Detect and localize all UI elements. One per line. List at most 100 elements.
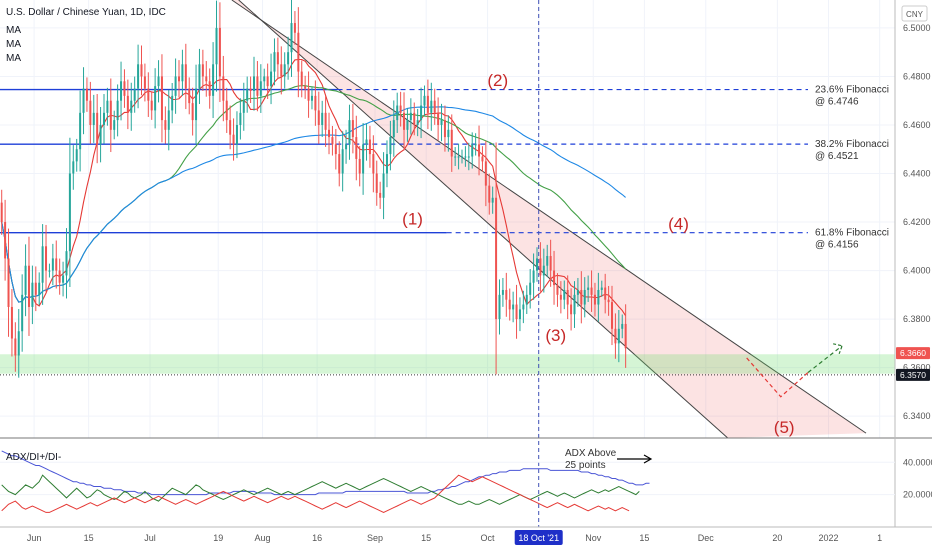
candle-body-2 — [7, 258, 10, 307]
time-tick-2: Jul — [144, 533, 156, 543]
price-badge-1 — [896, 368, 930, 381]
currency-badge[interactable]: CNY — [901, 5, 928, 22]
moving-average-0 — [1, 58, 627, 316]
candle-body-73 — [249, 88, 252, 91]
candle-body-117 — [399, 105, 402, 113]
candle-body-116 — [396, 105, 399, 121]
candle-body-59 — [201, 64, 204, 77]
candle-body-150 — [512, 304, 515, 310]
adx-annotation-line1: ADX Above — [565, 448, 617, 459]
candle-body-31 — [106, 100, 109, 113]
ma-label-2: MA — [6, 39, 21, 50]
candle-body-93 — [317, 110, 320, 125]
candle-body-51 — [174, 76, 177, 96]
candle-body-6 — [21, 294, 24, 332]
candle-body-125 — [426, 95, 429, 113]
candle-body-128 — [437, 112, 440, 125]
candle-body-45 — [154, 86, 157, 111]
candle-body-174 — [593, 294, 596, 305]
candle-body-123 — [420, 105, 423, 121]
price-axis[interactable]: 6.3400 6.3600 6.3800 6.4000 6.4200 6.4400 6.46… — [903, 23, 931, 421]
candle-body-114 — [389, 137, 392, 155]
candle-body-183 — [624, 323, 627, 349]
candle-body-181 — [617, 328, 620, 344]
candle-body-155 — [529, 282, 532, 295]
candle-body-78 — [266, 76, 269, 87]
candle-body-24 — [82, 88, 85, 113]
wave-label-1: (2) — [487, 71, 508, 90]
support-zone[interactable] — [0, 354, 895, 374]
adx-line — [1, 450, 650, 496]
candle-body-36 — [123, 81, 126, 96]
candle-body-0 — [0, 202, 3, 223]
candle-body-69 — [235, 124, 238, 145]
candle-body-94 — [321, 112, 324, 125]
candle-body-182 — [621, 323, 624, 329]
candle-body-7 — [24, 265, 27, 295]
candle-body-56 — [191, 103, 194, 121]
candle-body-43 — [147, 88, 150, 101]
projection-down-leg — [746, 357, 809, 398]
wave-labels: (1) (2) (3) (4) (5) — [402, 71, 794, 437]
candle-body-74 — [253, 76, 256, 91]
price-tick-4: 6.4200 — [903, 217, 931, 227]
adx-tick-0: 20.0000 — [903, 490, 932, 500]
candle-body-136 — [464, 156, 467, 158]
candle-body-119 — [406, 120, 409, 130]
candle-body-63 — [215, 27, 218, 65]
time-tick-10: Nov — [585, 533, 602, 543]
candle-body-38 — [130, 100, 133, 113]
candle-body-156 — [532, 270, 535, 283]
candle-body-39 — [133, 88, 136, 101]
time-marker-badge — [514, 530, 563, 545]
adx-axis[interactable]: 20.0000 40.0000 — [903, 457, 932, 499]
candle-body-23 — [79, 112, 82, 150]
candle-body-163 — [556, 285, 559, 295]
candle-body-124 — [423, 95, 426, 106]
fib-level-value-1: @ 6.4521 — [815, 151, 859, 162]
candle-body-87 — [297, 32, 300, 72]
price-tick-7: 6.4800 — [903, 71, 931, 81]
candle-body-176 — [600, 287, 603, 290]
ma-label-1: MA — [6, 25, 21, 36]
price-tick-0: 6.3400 — [903, 411, 931, 421]
candle-body-170 — [580, 289, 583, 305]
candle-body-142 — [484, 161, 487, 186]
candle-body-102 — [348, 120, 351, 145]
wave-label-0: (1) — [402, 209, 423, 228]
candle-body-109 — [372, 154, 375, 174]
candle-body-49 — [167, 110, 170, 130]
candle-body-106 — [362, 144, 365, 174]
time-tick-11: 15 — [639, 533, 649, 543]
candle-body-80 — [273, 52, 276, 72]
candle-body-167 — [570, 304, 573, 315]
price-tick-2: 6.3800 — [903, 314, 931, 324]
channel-lower-line[interactable] — [238, 0, 729, 439]
price-labels: 6.3660 6.3570 — [896, 347, 930, 381]
candle-body-105 — [358, 158, 361, 174]
price-tick-6: 6.4600 — [903, 120, 931, 130]
adx-pane[interactable]: ADX Above 25 points ADX/DI+/DI- — [0, 448, 895, 513]
candle-body-151 — [515, 304, 518, 320]
candle-body-33 — [113, 120, 116, 130]
candle-body-9 — [31, 282, 34, 307]
candle-body-168 — [573, 294, 576, 315]
price-tick-1: 6.3600 — [903, 363, 931, 373]
time-axis[interactable]: Jun 15 Jul 19 Aug 16 Sep 15 Oct 18 Oct '21 Nov 15 De… — [27, 530, 882, 545]
candle-body-126 — [430, 100, 433, 113]
candle-body-61 — [208, 81, 211, 96]
candle-body-86 — [293, 23, 296, 33]
candle-body-58 — [198, 64, 201, 89]
candle-body-82 — [280, 64, 283, 77]
candle-body-112 — [382, 173, 385, 198]
candle-body-144 — [491, 197, 494, 203]
candle-body-85 — [290, 23, 293, 53]
candle-body-84 — [287, 52, 290, 65]
candle-body-96 — [328, 129, 331, 138]
candle-body-22 — [75, 149, 78, 162]
candle-body-132 — [450, 129, 453, 157]
channel-upper-line[interactable] — [231, 0, 867, 434]
fib-level-label-2: 61.8% Fibonacci — [815, 228, 889, 239]
